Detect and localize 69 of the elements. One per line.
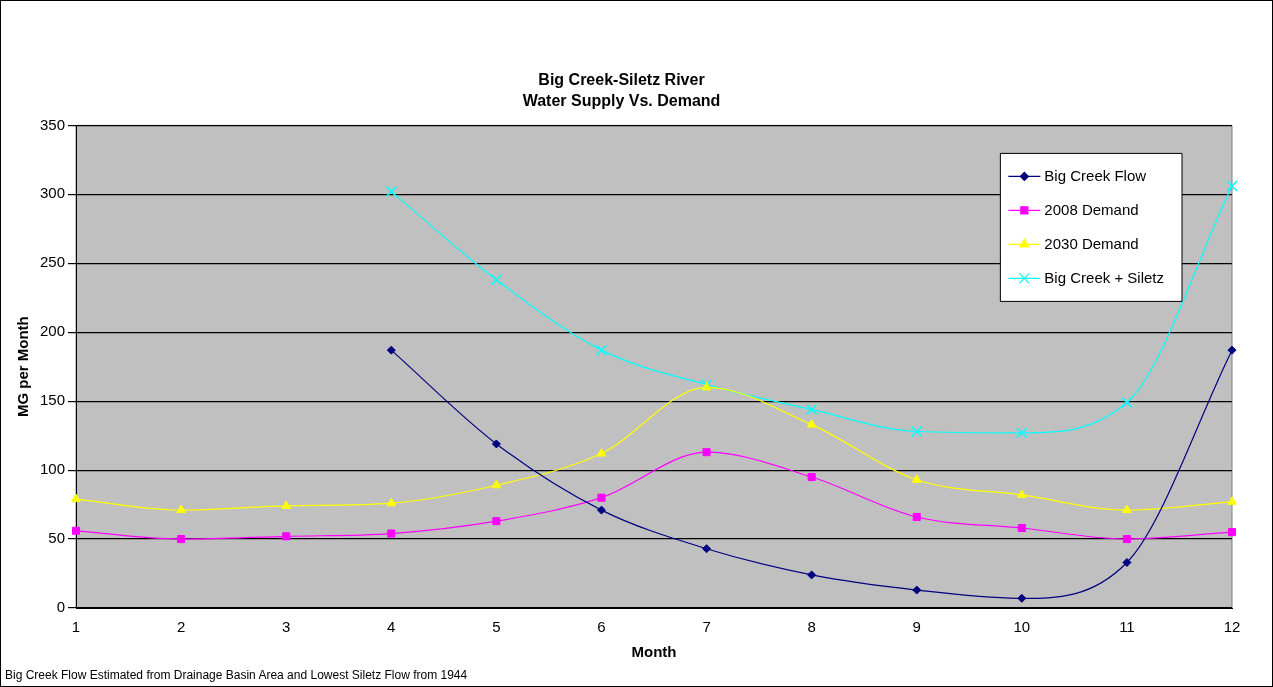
point [595, 344, 608, 356]
point [1122, 558, 1132, 567]
point [1227, 496, 1237, 505]
point [387, 529, 396, 538]
chart-subtitle: Water Supply Vs. Demand [522, 92, 721, 110]
point [71, 493, 81, 503]
point [807, 472, 816, 482]
point [911, 425, 923, 438]
point [385, 185, 397, 198]
point [912, 512, 921, 522]
y-tick-label: 350 [40, 115, 66, 133]
y-tick-label: 200 [40, 322, 66, 340]
x-tick-label: 11 [1119, 618, 1135, 636]
point [386, 345, 396, 355]
point [491, 479, 502, 489]
y-tick-label: 0 [56, 598, 66, 616]
y-tick-label: 50 [48, 529, 66, 547]
point [1122, 535, 1131, 544]
point [806, 419, 817, 428]
point [911, 474, 922, 483]
legend-label: Big Creek + Siletz [1044, 268, 1165, 286]
text: Big Creek Flow Estimated from Drainage Basin Area and Lowest Siletz Flow from 1944 [5, 668, 468, 682]
point [805, 403, 818, 416]
x-tick-label: 10 [1013, 618, 1031, 636]
point [177, 535, 186, 544]
point [1016, 489, 1027, 498]
point [281, 500, 292, 509]
x-tick-label: 7 [702, 618, 711, 636]
point [282, 532, 291, 541]
point [1121, 396, 1133, 409]
x-tick-label: 8 [807, 618, 816, 636]
x-tick-label: 3 [282, 618, 291, 636]
point [596, 505, 606, 515]
x-tick-label: 6 [597, 618, 606, 636]
x-tick-label: 9 [912, 618, 921, 636]
point [490, 274, 503, 286]
x-tick-label: 12 [1223, 618, 1241, 636]
point [1122, 504, 1132, 514]
point [1226, 180, 1238, 192]
x-tick-label: 5 [492, 618, 501, 636]
point [491, 439, 501, 449]
y-axis-title: MG per Month [14, 316, 32, 418]
point [596, 448, 607, 457]
point [1227, 528, 1237, 537]
point [492, 517, 501, 526]
y-tick-label: 100 [40, 460, 66, 478]
point [176, 504, 186, 514]
point [597, 493, 606, 502]
x-tick-label: 2 [176, 618, 186, 636]
x-axis-title: Month [631, 643, 677, 661]
point [71, 526, 81, 535]
point [702, 544, 712, 554]
y-tick-label: 150 [40, 391, 66, 409]
y-tick-label: 300 [40, 184, 66, 202]
x-tick-label: 4 [387, 618, 396, 636]
legend-label: 2008 Demand [1044, 200, 1139, 218]
point [386, 497, 397, 507]
x-tick-label: 1 [71, 618, 81, 636]
point [1017, 523, 1026, 533]
y-tick-label: 250 [40, 253, 66, 271]
point [912, 585, 922, 595]
legend-label: 2030 Demand [1044, 234, 1139, 252]
point [1016, 427, 1028, 439]
point [1227, 345, 1237, 355]
legend-label: Big Creek Flow [1044, 166, 1147, 184]
point [1017, 593, 1027, 603]
point [702, 448, 711, 457]
chart-title: Big Creek-Siletz River [538, 71, 705, 89]
point [807, 570, 817, 580]
